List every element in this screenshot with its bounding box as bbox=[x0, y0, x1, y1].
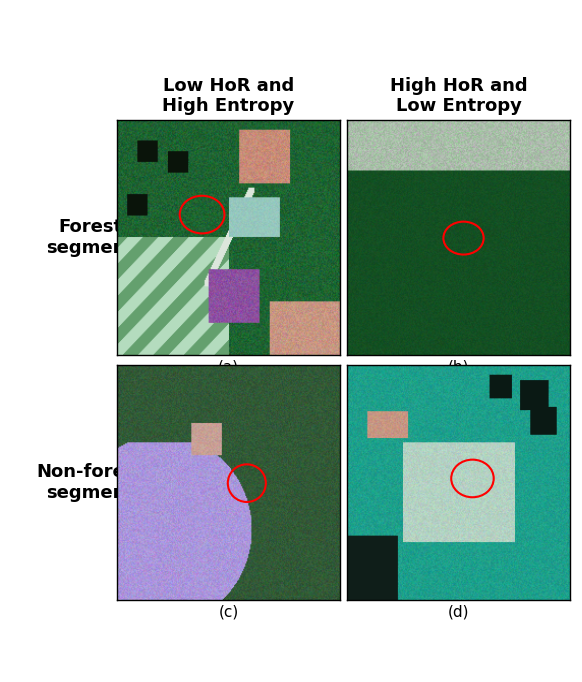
Text: Low HoR and
High Entropy: Low HoR and High Entropy bbox=[162, 76, 294, 115]
X-axis label: (b): (b) bbox=[448, 359, 469, 374]
X-axis label: (a): (a) bbox=[218, 359, 239, 374]
X-axis label: (d): (d) bbox=[448, 604, 469, 619]
Text: Forest
segment: Forest segment bbox=[46, 218, 134, 257]
X-axis label: (c): (c) bbox=[218, 604, 239, 619]
Text: High HoR and
Low Entropy: High HoR and Low Entropy bbox=[390, 76, 527, 115]
Text: Non-forest
segment: Non-forest segment bbox=[36, 463, 144, 502]
